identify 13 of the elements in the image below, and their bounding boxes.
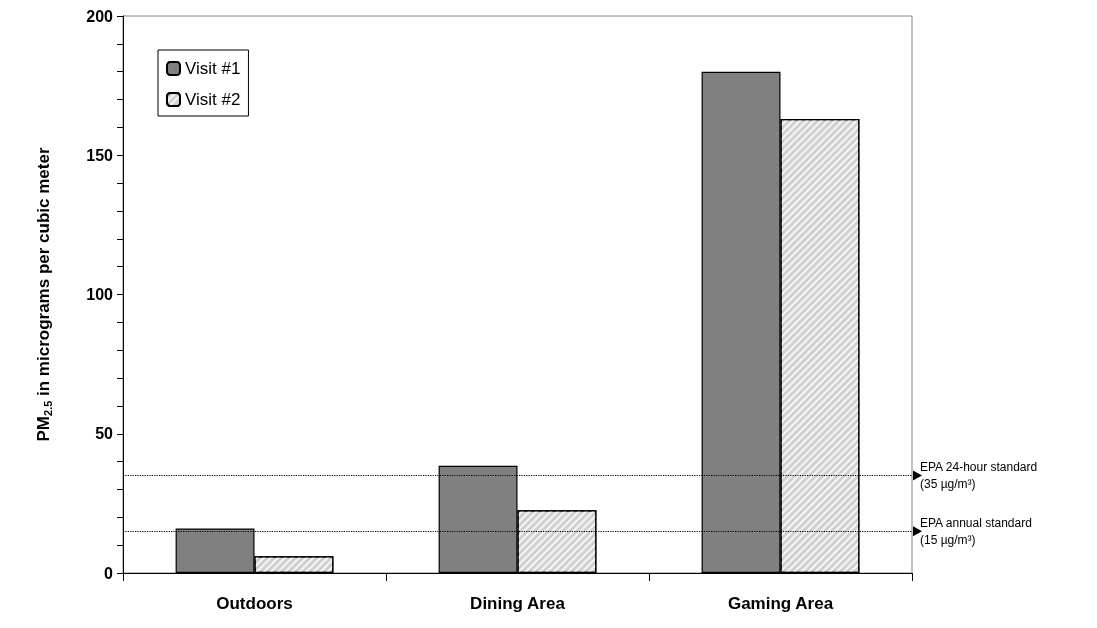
y-tick-label: 100 <box>86 286 114 303</box>
ref-line-label: EPA 24-hour standard (35 µg/m³) <box>920 460 1041 492</box>
y-tick-label: 150 <box>86 146 114 164</box>
x-tick-label: Dining Area <box>470 594 566 613</box>
x-tick-label: Outdoors <box>216 594 293 613</box>
y-tick-label: 200 <box>86 7 114 25</box>
legend-label: Visit #2 <box>185 90 241 109</box>
x-tick-label: Gaming Area <box>727 594 834 613</box>
y-axis-title: PM2.5 in micrograms per cubic meter <box>34 147 54 442</box>
y-tick-label: 50 <box>95 425 114 443</box>
ref-line-label: EPA annual standard (15 µg/m³) <box>920 515 1036 547</box>
y-tick-label: 0 <box>104 564 114 582</box>
legend-label: Visit #1 <box>185 59 241 78</box>
